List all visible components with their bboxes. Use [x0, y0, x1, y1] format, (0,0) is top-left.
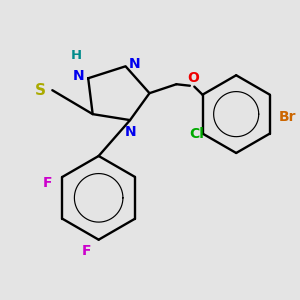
Text: F: F	[43, 176, 52, 190]
Text: N: N	[73, 69, 85, 83]
Text: F: F	[82, 244, 92, 258]
Text: S: S	[35, 83, 46, 98]
Text: Cl: Cl	[189, 127, 204, 141]
Text: O: O	[187, 71, 199, 85]
Text: H: H	[71, 49, 82, 62]
Text: Br: Br	[279, 110, 296, 124]
Text: N: N	[125, 125, 136, 140]
Text: N: N	[129, 57, 140, 71]
